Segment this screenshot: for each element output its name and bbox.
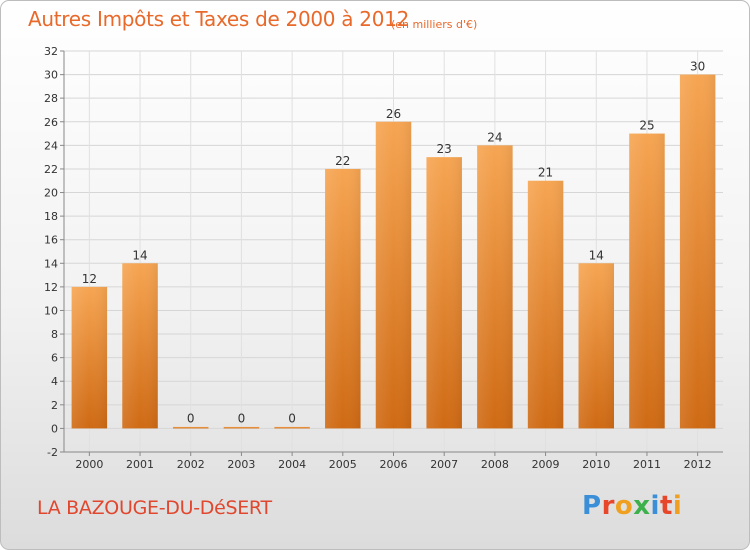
value-label: 0 <box>238 411 246 425</box>
value-label: 0 <box>187 411 195 425</box>
y-tick-label: 14 <box>44 257 58 270</box>
x-axis-ticks: 2000 2001 2002 2003 2004 2005 2006 2007 2008 2009… <box>75 452 712 471</box>
x-tick-label: 2007 <box>430 458 458 471</box>
x-tick-label: 2009 <box>532 458 560 471</box>
x-tick-label: 2005 <box>329 458 357 471</box>
chart-unit: (en milliers d'€) <box>391 18 478 31</box>
y-tick-label: 12 <box>44 281 58 294</box>
value-label: 26 <box>386 107 401 121</box>
bar-shine <box>629 133 665 429</box>
value-label: 22 <box>335 154 350 168</box>
value-label: 0 <box>288 411 296 425</box>
bar-shine <box>679 74 716 429</box>
value-label: 23 <box>437 142 452 156</box>
y-tick-label: 6 <box>51 352 58 365</box>
y-tick-label: 8 <box>51 328 58 341</box>
bar-shine <box>426 157 462 429</box>
bar-shine <box>71 286 108 429</box>
x-tick-label: 2008 <box>481 458 509 471</box>
y-tick-label: 32 <box>44 45 58 58</box>
value-labels: 12 14 0 0 0 22 26 23 24 21 14 25 30 <box>82 60 706 426</box>
bar-shine <box>477 145 513 429</box>
value-label: 21 <box>538 166 553 180</box>
bar <box>223 426 260 429</box>
bar-shine <box>527 180 564 429</box>
commune-name: LA BAZOUGE-DU-DéSERT <box>37 497 272 519</box>
x-tick-label: 2002 <box>177 458 205 471</box>
y-tick-label: 22 <box>44 163 58 176</box>
bar <box>274 426 310 429</box>
y-tick-label: 2 <box>51 399 58 412</box>
bar <box>172 426 209 429</box>
bar-shine <box>325 168 361 429</box>
y-tick-label: 4 <box>51 375 58 388</box>
bars <box>71 74 716 429</box>
x-tick-label: 2001 <box>126 458 154 471</box>
logo-letter: r <box>601 491 615 521</box>
value-label: 30 <box>690 60 705 74</box>
y-tick-label: 16 <box>44 234 58 247</box>
bar-shine <box>375 121 412 429</box>
value-label: 24 <box>487 130 502 144</box>
x-tick-label: 2010 <box>582 458 610 471</box>
x-tick-label: 2000 <box>75 458 103 471</box>
logo-letter: o <box>614 491 634 521</box>
logo-letter: x <box>633 491 651 521</box>
y-tick-label: 30 <box>44 69 58 82</box>
logo-letter: t <box>659 491 673 521</box>
y-tick-label: -2 <box>47 446 58 459</box>
bar-shine <box>578 263 615 429</box>
proxiti-logo[interactable]: Proxiti <box>582 491 682 521</box>
y-tick-label: 26 <box>44 116 58 129</box>
y-tick-label: 24 <box>44 139 58 152</box>
logo-letter: i <box>650 491 660 521</box>
value-label: 25 <box>639 119 654 133</box>
x-tick-label: 2011 <box>633 458 661 471</box>
x-tick-label: 2012 <box>684 458 712 471</box>
bar-shine <box>122 263 158 429</box>
value-label: 14 <box>589 248 604 262</box>
x-tick-label: 2004 <box>278 458 306 471</box>
chart-title: Autres Impôts et Taxes de 2000 à 2012 <box>28 7 409 31</box>
y-tick-label: 20 <box>44 187 58 200</box>
y-tick-label: 18 <box>44 210 58 223</box>
y-tick-label: 28 <box>44 92 58 105</box>
value-label: 12 <box>82 272 97 286</box>
x-tick-label: 2003 <box>227 458 255 471</box>
value-label: 14 <box>132 248 147 262</box>
logo-letter: P <box>582 491 602 521</box>
x-tick-label: 2006 <box>380 458 408 471</box>
y-tick-label: 10 <box>44 304 58 317</box>
y-tick-label: 0 <box>51 422 58 435</box>
logo-letter: i <box>672 491 683 521</box>
